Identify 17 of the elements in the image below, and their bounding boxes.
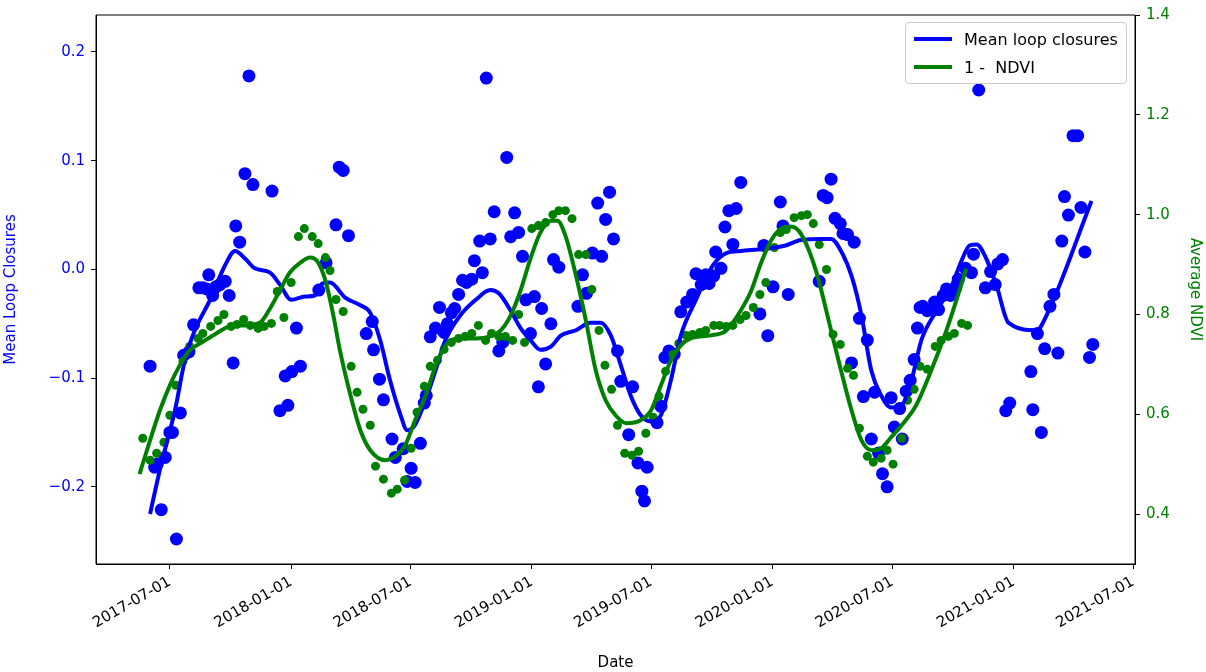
x-axis-title: Date (597, 652, 634, 671)
legend-label: Mean loop closures (964, 29, 1118, 49)
y2-tick-label: 0.8 (1146, 304, 1170, 323)
y2-tick-label: 1.0 (1146, 204, 1170, 223)
y2-tick-label: 0.6 (1146, 404, 1170, 423)
legend-label: 1 - NDVI (964, 57, 1035, 77)
line-series (148, 198, 1094, 516)
y2-tick-label: 1.2 (1146, 104, 1170, 123)
y2-axis-title: Average NDVI (1187, 237, 1206, 342)
y-tick-label: 0.0 (61, 259, 85, 278)
y-tick-label: −0.1 (48, 367, 85, 386)
y-tick-label: −0.2 (48, 476, 85, 495)
y2-tick-label: 0.4 (1146, 503, 1170, 522)
y2-tick-label: 1.4 (1146, 4, 1170, 23)
y-tick-label: 0.1 (61, 150, 85, 169)
y-axis-title: Mean Loop Closures (0, 214, 19, 365)
y-tick-label: 0.2 (61, 41, 85, 60)
